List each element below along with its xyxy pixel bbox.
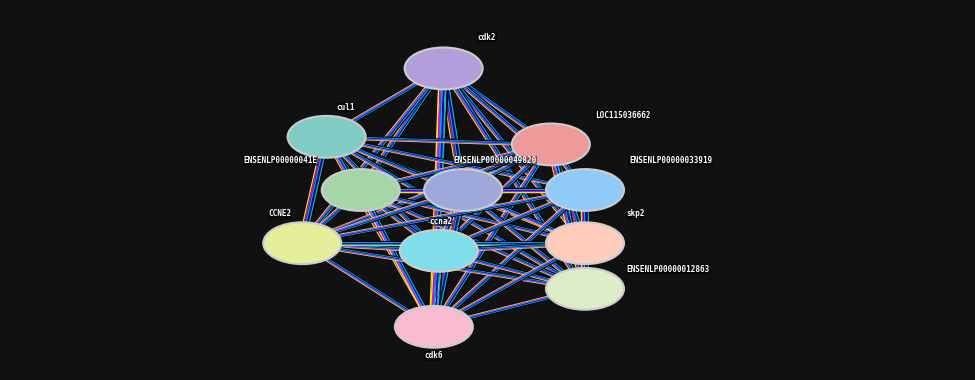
Text: ENSENLP00000049820: ENSENLP00000049820 (453, 156, 536, 165)
Text: cdk2: cdk2 (478, 33, 496, 42)
Ellipse shape (512, 124, 590, 165)
Ellipse shape (546, 169, 624, 211)
Ellipse shape (322, 169, 400, 211)
Ellipse shape (405, 48, 483, 89)
Text: LOC115036662: LOC115036662 (595, 111, 650, 120)
Text: ENSENLP00000033919: ENSENLP00000033919 (629, 156, 712, 165)
Ellipse shape (395, 306, 473, 348)
Text: cdk6: cdk6 (424, 352, 443, 361)
Text: CCNE2: CCNE2 (268, 209, 292, 218)
Text: cul1: cul1 (336, 103, 355, 112)
Ellipse shape (288, 116, 366, 158)
Text: ccna2: ccna2 (429, 217, 452, 226)
Text: skp2: skp2 (626, 209, 644, 218)
Ellipse shape (546, 222, 624, 264)
Text: ENSENLP00000041E: ENSENLP00000041E (244, 156, 318, 165)
Ellipse shape (546, 268, 624, 310)
Ellipse shape (424, 169, 502, 211)
Text: ENSENLP00000012863: ENSENLP00000012863 (626, 264, 709, 274)
Ellipse shape (263, 222, 341, 264)
Ellipse shape (400, 230, 478, 272)
